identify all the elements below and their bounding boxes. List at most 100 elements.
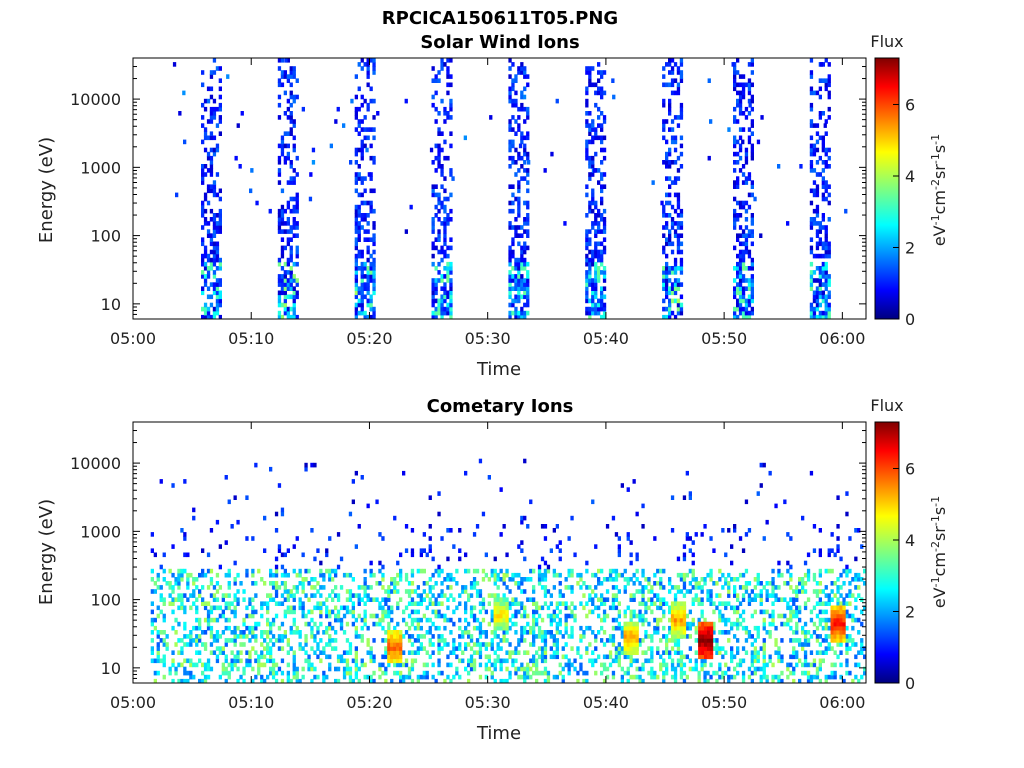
- flux-cell: [629, 593, 633, 598]
- flux-cell: [600, 135, 604, 141]
- flux-cell: [644, 650, 648, 655]
- flux-cell: [292, 658, 296, 664]
- flux-cell: [499, 678, 503, 684]
- flux-cell: [517, 115, 521, 120]
- flux-cell: [520, 294, 524, 300]
- flux-cell: [659, 617, 663, 623]
- flux-cell: [704, 634, 708, 639]
- flux-cell: [360, 119, 364, 124]
- flux-cell: [665, 266, 669, 271]
- flux-cell: [242, 621, 246, 627]
- flux-cell: [292, 666, 296, 672]
- flux-cell: [523, 556, 527, 562]
- flux-cell: [409, 204, 413, 210]
- flux-cell: [555, 638, 559, 643]
- flux-cell: [597, 229, 601, 234]
- flux-cell: [795, 605, 799, 611]
- flux-cell: [738, 613, 743, 619]
- flux-cell: [248, 650, 252, 655]
- flux-cell: [520, 62, 524, 67]
- flux-cell: [617, 625, 621, 631]
- flux-cell: [410, 528, 415, 533]
- flux-cell: [570, 646, 574, 651]
- flux-cell: [515, 233, 519, 238]
- flux-cell: [756, 654, 760, 660]
- flux-cell: [206, 233, 211, 238]
- flux-cell: [741, 233, 746, 238]
- flux-cell: [673, 585, 678, 590]
- flux-cell: [372, 286, 376, 291]
- flux-cell: [354, 257, 358, 263]
- flux-cell: [673, 674, 678, 680]
- flux-cell: [277, 217, 282, 222]
- flux-cell: [700, 609, 704, 615]
- flux-cell: [854, 585, 858, 590]
- flux-cell: [381, 654, 385, 660]
- flux-cell: [360, 127, 364, 132]
- flux-cell: [744, 298, 749, 304]
- flux-cell: [514, 630, 518, 635]
- flux-cell: [150, 646, 154, 651]
- flux-cell: [183, 609, 187, 615]
- flux-cell: [594, 306, 598, 312]
- flux-cell: [668, 298, 672, 304]
- flux-cell: [718, 601, 722, 606]
- flux-cell: [508, 74, 512, 79]
- flux-cell: [428, 495, 432, 500]
- flux-cell: [307, 666, 311, 672]
- flux-cell: [670, 298, 675, 304]
- flux-cell: [629, 662, 633, 668]
- flux-cell: [673, 286, 678, 291]
- flux-cell: [715, 593, 719, 598]
- flux-cell: [269, 568, 273, 574]
- flux-cell: [543, 560, 548, 566]
- flux-cell: [387, 654, 391, 660]
- flux-cell: [322, 646, 326, 651]
- flux-cell: [183, 552, 187, 558]
- flux-cell: [212, 253, 217, 259]
- flux-cell: [221, 609, 225, 615]
- flux-cell: [422, 634, 426, 639]
- flux-cell: [206, 266, 211, 271]
- flux-cell: [573, 613, 577, 619]
- flux-cell: [543, 589, 548, 594]
- flux-cell: [629, 650, 633, 655]
- flux-cell: [588, 204, 592, 210]
- flux-cell: [812, 290, 817, 296]
- flux-cell: [328, 666, 332, 672]
- flux-cell: [387, 589, 391, 594]
- flux-cell: [750, 221, 754, 226]
- flux-cell: [431, 225, 435, 230]
- flux-cell: [422, 597, 426, 602]
- flux-cell: [399, 552, 403, 558]
- flux-cell: [514, 217, 518, 222]
- flux-cell: [744, 208, 749, 214]
- flux-cell: [366, 597, 370, 602]
- flux-cell: [555, 654, 559, 660]
- flux-cell: [721, 613, 725, 619]
- flux-cell: [372, 233, 376, 238]
- flux-cell: [286, 58, 290, 63]
- flux-cell: [458, 634, 462, 639]
- flux-cell: [360, 192, 364, 198]
- flux-cell: [440, 204, 444, 210]
- flux-cell: [372, 225, 376, 230]
- flux-cell: [736, 237, 740, 242]
- flux-cell: [591, 135, 595, 141]
- flux-cell: [212, 188, 217, 194]
- flux-cell: [600, 127, 604, 132]
- flux-cell: [496, 658, 500, 664]
- flux-cell: [206, 98, 211, 104]
- flux-cell: [629, 552, 633, 558]
- flux-cell: [425, 670, 429, 676]
- flux-cell: [750, 123, 754, 128]
- flux-cell: [833, 581, 837, 586]
- flux-cell: [511, 572, 515, 578]
- flux-cell: [836, 621, 840, 627]
- flux-cell: [446, 58, 450, 63]
- flux-cell: [360, 102, 364, 108]
- flux-cell: [768, 658, 772, 664]
- flux-cell: [614, 572, 619, 578]
- flux-cell: [555, 625, 559, 631]
- flux-cell: [576, 581, 580, 586]
